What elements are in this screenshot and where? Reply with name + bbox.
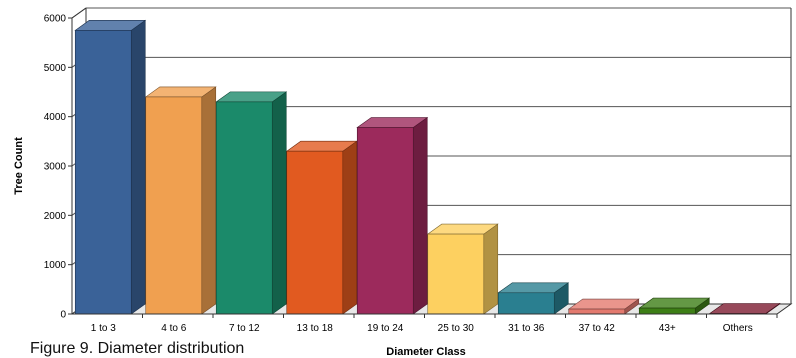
bar xyxy=(356,116,429,315)
x-tick-label: 19 to 24 xyxy=(367,323,404,334)
bar xyxy=(638,297,711,315)
y-tick-label: 3000 xyxy=(44,162,67,173)
bar-front xyxy=(215,101,273,315)
bar xyxy=(426,223,499,315)
bar-side xyxy=(483,223,499,315)
figure-caption: Figure 9. Diameter distribution xyxy=(30,340,245,357)
x-tick-label: 31 to 36 xyxy=(508,323,545,334)
bars xyxy=(74,19,781,315)
y-axis-top-edge xyxy=(71,7,87,19)
bar-front xyxy=(286,150,344,315)
bar xyxy=(567,298,640,315)
bar-front xyxy=(568,308,626,315)
bar-side xyxy=(130,19,146,315)
bar-front xyxy=(74,30,132,315)
y-tick-label: 2000 xyxy=(44,211,67,222)
bar xyxy=(285,140,358,315)
x-tick-label: 25 to 30 xyxy=(438,323,475,334)
y-tick-label: 1000 xyxy=(44,260,67,271)
x-tick-label: 43+ xyxy=(659,323,676,334)
y-tick-label: 5000 xyxy=(44,63,67,74)
bar-side xyxy=(342,140,358,315)
x-tick-label: 1 to 3 xyxy=(91,323,116,334)
bar-front xyxy=(638,307,696,315)
x-axis-title: Diameter Class xyxy=(386,346,466,358)
x-tick-label: 4 to 6 xyxy=(161,323,186,334)
y-tick-label: 0 xyxy=(60,310,66,321)
bar-front xyxy=(427,233,485,315)
x-axis-ticks: 1 to 3 4 to 6 7 to 12 13 to 18 19 to 24 25 to… xyxy=(72,313,778,334)
x-tick-label: 7 to 12 xyxy=(229,323,260,334)
y-tick-label: 6000 xyxy=(44,14,67,25)
bar xyxy=(74,19,147,315)
y-tick-label: 4000 xyxy=(44,112,67,123)
bar-side xyxy=(412,116,428,315)
bar-side xyxy=(271,91,287,315)
bar xyxy=(497,282,570,315)
bar-front xyxy=(145,96,203,315)
x-tick-label: Others xyxy=(723,323,753,334)
bar xyxy=(144,86,217,315)
y-axis-title: Tree Count xyxy=(13,137,25,195)
y-axis-ticks: 0 1000 2000 3000 4000 5000 6000 xyxy=(44,14,72,321)
bar xyxy=(215,91,288,315)
x-tick-label: 13 to 18 xyxy=(297,323,334,334)
bar-front xyxy=(356,127,414,315)
x-tick-label: 37 to 42 xyxy=(579,323,616,334)
bar-side xyxy=(201,86,217,315)
bar-front xyxy=(497,292,555,315)
